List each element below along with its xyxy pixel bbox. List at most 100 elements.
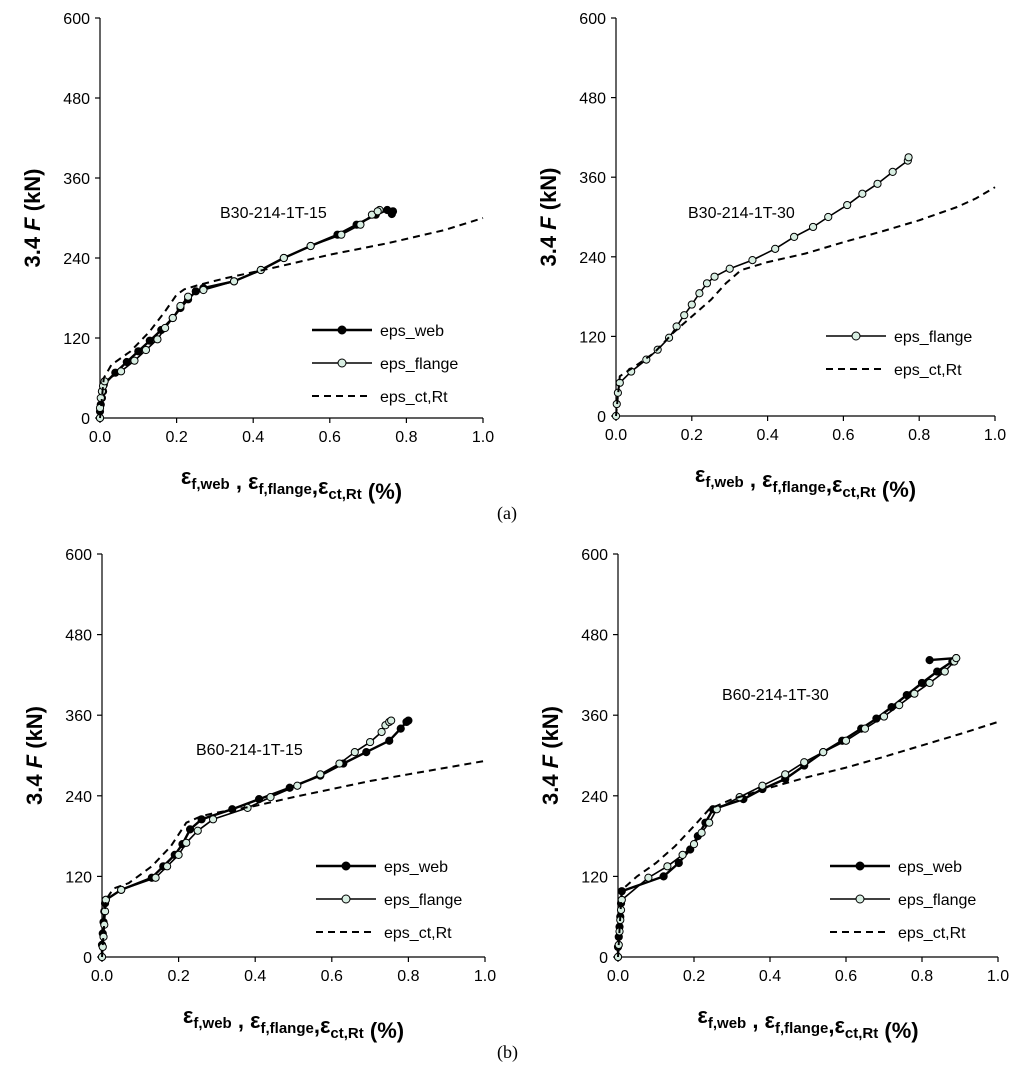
x-tick-label: 0.2 <box>681 427 703 444</box>
x-tick-label: 0.0 <box>607 968 629 985</box>
legend-label: eps_flange <box>898 892 976 909</box>
x-axis-label: εf,web , εf,flange,εct,Rt (%) <box>697 1003 918 1043</box>
chart-panel-2: 0 120 240 360 480 600 0.0 0.2 0.4 0.6 0.8 1.0 3.4 F … <box>536 11 1006 502</box>
y-tick-label: 480 <box>581 628 608 645</box>
data-point <box>387 209 396 219</box>
x-axis-label: εf,web , εf,flange,εct,Rt (%) <box>181 464 402 504</box>
x-tick-label: 0.8 <box>911 968 933 985</box>
legend-marker <box>855 861 865 871</box>
x-tick-label: 0.0 <box>91 968 113 985</box>
data-point <box>163 862 172 871</box>
data-point <box>385 736 394 745</box>
data-point <box>377 727 386 737</box>
data-point <box>904 153 913 162</box>
x-tick-label: 0.8 <box>395 429 417 446</box>
data-point <box>879 712 889 721</box>
data-point <box>940 667 949 676</box>
x-tick-label: 0.4 <box>756 427 778 444</box>
x-tick-label: 0.2 <box>167 968 189 985</box>
y-tick-label: 120 <box>65 869 92 886</box>
data-point <box>373 207 382 216</box>
data-point <box>208 815 218 824</box>
data-point <box>141 345 151 355</box>
data-point <box>695 289 704 298</box>
data-point <box>644 873 653 882</box>
specimen-annotation: B30-214-1T-15 <box>220 205 327 222</box>
data-point <box>705 818 714 827</box>
y-tick-label: 120 <box>579 329 606 346</box>
data-point <box>130 356 139 365</box>
y-tick-label: 360 <box>63 171 90 188</box>
data-point <box>387 716 396 725</box>
legend-marker <box>337 325 347 335</box>
chart-panel-1: 0 120 240 360 480 600 0.0 0.2 0.4 0.6 0.8 1.0 3.4 F … <box>20 11 494 504</box>
data-point <box>858 189 867 198</box>
x-tick-label: 0.4 <box>242 429 264 446</box>
y-tick-label: 0 <box>597 409 606 426</box>
y-axis-label: 3.4 F (kN) <box>22 706 47 805</box>
data-point <box>350 748 359 757</box>
panel-label-b: (b) <box>497 1042 518 1062</box>
data-point <box>161 323 170 333</box>
x-tick-label: 0.6 <box>832 427 854 444</box>
x-axis-label: εf,web , εf,flange,εct,Rt (%) <box>695 462 916 502</box>
data-point <box>153 335 162 344</box>
data-point <box>404 716 413 725</box>
x-tick-label: 1.0 <box>474 968 496 985</box>
data-point <box>925 678 934 688</box>
data-point <box>674 858 683 868</box>
data-point <box>229 277 239 286</box>
data-point <box>781 770 790 779</box>
legend-marker <box>855 894 865 904</box>
data-point <box>174 850 183 860</box>
data-point <box>895 701 904 710</box>
data-point <box>193 826 202 835</box>
x-tick-label: 1.0 <box>987 968 1009 985</box>
data-point <box>678 850 687 860</box>
data-point <box>860 724 870 733</box>
legend-marker <box>341 861 351 871</box>
series-line-eps-ct-rt <box>101 759 486 958</box>
data-point <box>396 724 405 733</box>
legend-label: eps_web <box>898 859 962 876</box>
data-point <box>888 167 897 176</box>
data-point <box>293 781 302 790</box>
data-point <box>335 759 344 768</box>
legend-marker <box>851 331 861 341</box>
data-point <box>182 838 191 847</box>
x-tick-label: 0.2 <box>683 968 705 985</box>
data-point <box>122 357 131 367</box>
legend-label: eps_web <box>384 859 448 876</box>
y-tick-label: 360 <box>579 170 606 187</box>
data-point <box>151 873 160 882</box>
series-line-eps-ct-rt <box>99 217 484 419</box>
legend-label: eps_flange <box>384 892 462 909</box>
data-point <box>771 244 780 253</box>
data-point <box>952 654 961 663</box>
legend-label: eps_web <box>380 323 444 340</box>
data-point <box>134 347 143 356</box>
data-point <box>279 253 288 263</box>
y-tick-label: 240 <box>63 251 90 268</box>
y-tick-label: 360 <box>65 708 92 725</box>
y-tick-label: 0 <box>81 411 90 428</box>
specimen-annotation: B60-214-1T-15 <box>196 742 303 759</box>
data-point <box>702 279 712 288</box>
x-tick-label: 0.4 <box>759 968 781 985</box>
data-point <box>808 222 818 232</box>
y-tick-label: 120 <box>63 331 90 348</box>
data-point <box>176 301 185 311</box>
data-point <box>819 748 828 757</box>
x-tick-label: 0.8 <box>397 968 419 985</box>
legend-marker <box>337 358 347 368</box>
x-tick-label: 0.0 <box>89 429 111 446</box>
y-tick-label: 600 <box>581 547 608 564</box>
legend-label: eps_ct,Rt <box>384 925 452 942</box>
panel-label-a: (a) <box>497 503 517 523</box>
data-point <box>366 737 375 747</box>
y-tick-label: 480 <box>63 91 90 108</box>
data-point <box>199 285 208 295</box>
x-tick-label: 0.6 <box>319 429 341 446</box>
data-point <box>316 770 325 779</box>
